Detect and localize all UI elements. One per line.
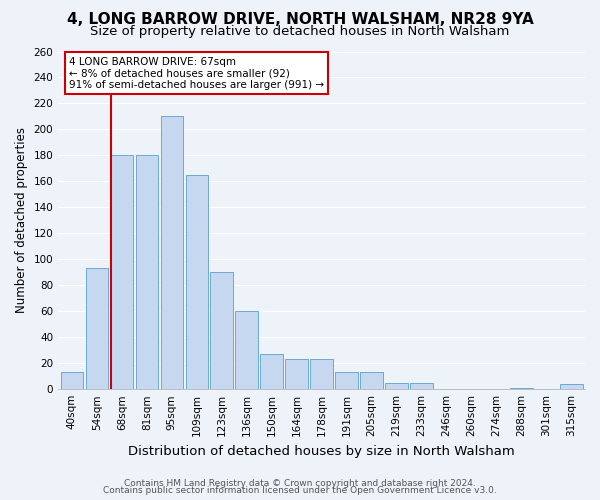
Text: 4 LONG BARROW DRIVE: 67sqm
← 8% of detached houses are smaller (92)
91% of semi-: 4 LONG BARROW DRIVE: 67sqm ← 8% of detac… [69, 56, 324, 90]
Text: Contains public sector information licensed under the Open Government Licence v3: Contains public sector information licen… [103, 486, 497, 495]
Text: Contains HM Land Registry data © Crown copyright and database right 2024.: Contains HM Land Registry data © Crown c… [124, 478, 476, 488]
Bar [110, 156, 133, 389]
Bar [510, 388, 533, 389]
Bar [360, 372, 383, 389]
Bar [161, 116, 183, 389]
Text: Size of property relative to detached houses in North Walsham: Size of property relative to detached ho… [91, 25, 509, 38]
Bar [410, 382, 433, 389]
Y-axis label: Number of detached properties: Number of detached properties [15, 128, 28, 314]
Bar [61, 372, 83, 389]
Bar [310, 360, 333, 389]
Bar [560, 384, 583, 389]
Bar [260, 354, 283, 389]
Bar [385, 382, 408, 389]
Bar [211, 272, 233, 389]
Text: 4, LONG BARROW DRIVE, NORTH WALSHAM, NR28 9YA: 4, LONG BARROW DRIVE, NORTH WALSHAM, NR2… [67, 12, 533, 28]
Bar [286, 360, 308, 389]
Bar [235, 312, 258, 389]
Bar [185, 175, 208, 389]
Bar [136, 156, 158, 389]
Bar [335, 372, 358, 389]
X-axis label: Distribution of detached houses by size in North Walsham: Distribution of detached houses by size … [128, 444, 515, 458]
Bar [86, 268, 108, 389]
